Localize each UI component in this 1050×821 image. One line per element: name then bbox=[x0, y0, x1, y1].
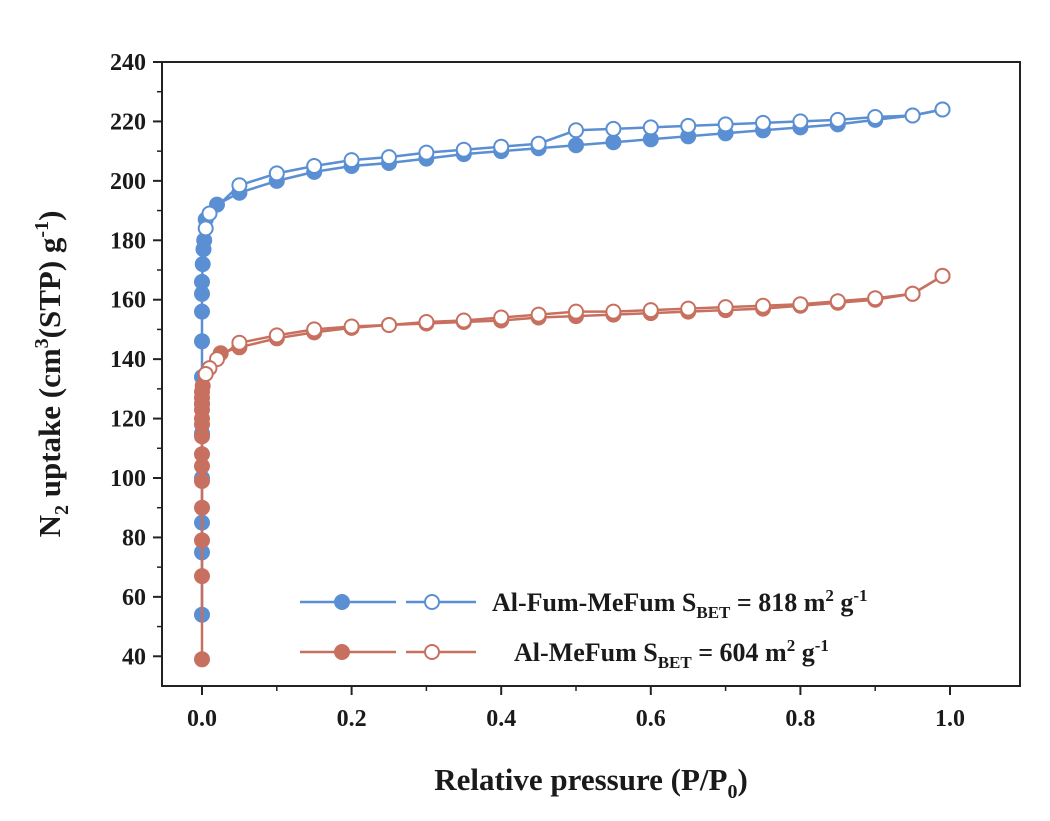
desorption-point bbox=[201, 205, 218, 222]
legend-filled-marker bbox=[334, 594, 350, 610]
desorption-point bbox=[530, 306, 547, 323]
y-tick-label: 220 bbox=[110, 109, 146, 135]
x-tick-label: 0.8 bbox=[785, 706, 815, 732]
plot-frame bbox=[161, 61, 1021, 687]
axis-ticks bbox=[153, 61, 951, 695]
y-tick-label: 160 bbox=[110, 288, 146, 314]
y-tick-label: 60 bbox=[122, 585, 146, 611]
desorption-point bbox=[343, 152, 360, 169]
desorption-point bbox=[829, 293, 846, 310]
series-2 bbox=[194, 267, 951, 668]
y-axis-title: N2 uptake (cm3(STP) g-1) bbox=[31, 211, 73, 538]
desorption-point bbox=[381, 317, 397, 333]
y-tick-label: 120 bbox=[110, 407, 146, 433]
desorption-point bbox=[231, 334, 248, 351]
adsorption-point bbox=[194, 273, 210, 290]
desorption-point bbox=[934, 101, 951, 118]
adsorption-point bbox=[194, 473, 210, 489]
adsorption-point bbox=[194, 333, 210, 350]
desorption-point bbox=[197, 366, 214, 382]
adsorption-point bbox=[194, 256, 211, 273]
series-layer bbox=[194, 101, 951, 668]
desorption-point bbox=[493, 309, 510, 326]
x-tick-label: 0.6 bbox=[636, 706, 666, 732]
adsorption-point bbox=[568, 137, 584, 154]
desorption-point bbox=[268, 327, 285, 344]
y-tick-label: 100 bbox=[110, 466, 146, 492]
desorption-point bbox=[755, 297, 771, 314]
adsorption-point bbox=[605, 134, 622, 151]
y-tick-label: 140 bbox=[110, 347, 146, 373]
adsorption-point bbox=[194, 303, 210, 320]
x-tick-label: 1.0 bbox=[935, 706, 965, 732]
x-tick-label: 0.0 bbox=[187, 706, 217, 732]
desorption-point bbox=[829, 111, 846, 128]
desorption-point bbox=[792, 296, 809, 313]
desorption-point bbox=[231, 177, 248, 194]
legend-filled-marker bbox=[334, 644, 350, 660]
desorption-point bbox=[904, 107, 921, 124]
y-tick-label: 240 bbox=[110, 50, 146, 76]
desorption-point bbox=[642, 302, 659, 319]
desorption-line bbox=[204, 108, 943, 229]
adsorption-point bbox=[194, 651, 210, 668]
adsorption-point bbox=[194, 568, 210, 585]
desorption-point bbox=[755, 114, 771, 131]
adsorption-point bbox=[194, 446, 210, 463]
desorption-point bbox=[867, 109, 884, 125]
adsorption-line bbox=[200, 108, 943, 615]
adsorption-point bbox=[194, 499, 210, 516]
desorption-point bbox=[717, 299, 734, 316]
desorption-point bbox=[418, 144, 435, 161]
desorption-point bbox=[642, 119, 659, 136]
desorption-point bbox=[605, 120, 622, 137]
tick-labels: 40 60 80 100 120 140 160 180 200 220 240 0.0 0.2 0.4 0… bbox=[110, 50, 965, 732]
legend-label: Al-MeFum SBET = 604 m2 g-1 bbox=[514, 636, 829, 672]
desorption-point bbox=[792, 113, 809, 130]
desorption-point bbox=[381, 149, 397, 166]
desorption-point bbox=[306, 321, 323, 338]
desorption-point bbox=[455, 312, 472, 329]
desorption-point bbox=[268, 165, 285, 182]
desorption-point bbox=[343, 318, 360, 335]
desorption-point bbox=[934, 267, 951, 284]
desorption-point bbox=[680, 117, 697, 134]
desorption-point bbox=[197, 220, 214, 237]
desorption-point bbox=[680, 300, 697, 317]
y-tick-label: 200 bbox=[110, 169, 146, 195]
y-tick-label: 80 bbox=[122, 525, 146, 551]
desorption-point bbox=[904, 285, 921, 302]
y-tick-label: 180 bbox=[110, 228, 146, 254]
legend-item-1: Al-Fum-MeFum SBET = 818 m2 g-1 bbox=[300, 586, 868, 622]
legend-open-marker bbox=[424, 594, 440, 610]
legend: Al-Fum-MeFum SBET = 818 m2 g-1 Al-MeFum S… bbox=[300, 586, 868, 672]
legend-label: Al-Fum-MeFum SBET = 818 m2 g-1 bbox=[492, 586, 868, 622]
series-1 bbox=[194, 101, 951, 623]
legend-open-marker bbox=[424, 644, 440, 660]
desorption-point bbox=[493, 138, 510, 155]
x-tick-label: 0.4 bbox=[486, 706, 516, 732]
desorption-point bbox=[455, 141, 472, 158]
desorption-point bbox=[717, 116, 734, 133]
legend-item-2: Al-MeFum SBET = 604 m2 g-1 bbox=[300, 636, 829, 672]
x-tick-label: 0.2 bbox=[337, 706, 367, 732]
desorption-point bbox=[306, 158, 323, 174]
desorption-point bbox=[568, 122, 584, 139]
x-axis-title: Relative pressure (P/P0) bbox=[434, 762, 748, 803]
desorption-point bbox=[418, 314, 435, 330]
desorption-point bbox=[530, 135, 547, 152]
desorption-point bbox=[568, 303, 584, 320]
adsorption-point bbox=[194, 532, 210, 549]
y-tick-label: 40 bbox=[122, 644, 146, 670]
desorption-point bbox=[605, 303, 622, 320]
desorption-point bbox=[867, 290, 884, 307]
